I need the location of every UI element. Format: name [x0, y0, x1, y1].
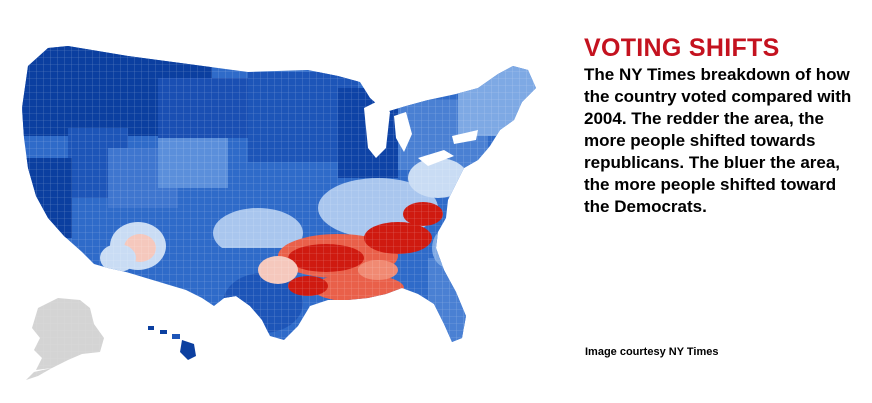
page-title: VOTING SHIFTS: [584, 34, 780, 62]
us-county-shift-map: [8, 8, 560, 398]
description: The NY Times breakdown of how the countr…: [584, 65, 852, 216]
info-panel: VOTING SHIFTS The NY Times breakdown of …: [584, 34, 864, 218]
contiguous-us: [22, 46, 536, 342]
alaska: [26, 293, 108, 383]
image-credit: Image courtesy NY Times: [585, 346, 719, 358]
hawaii: [148, 326, 196, 360]
